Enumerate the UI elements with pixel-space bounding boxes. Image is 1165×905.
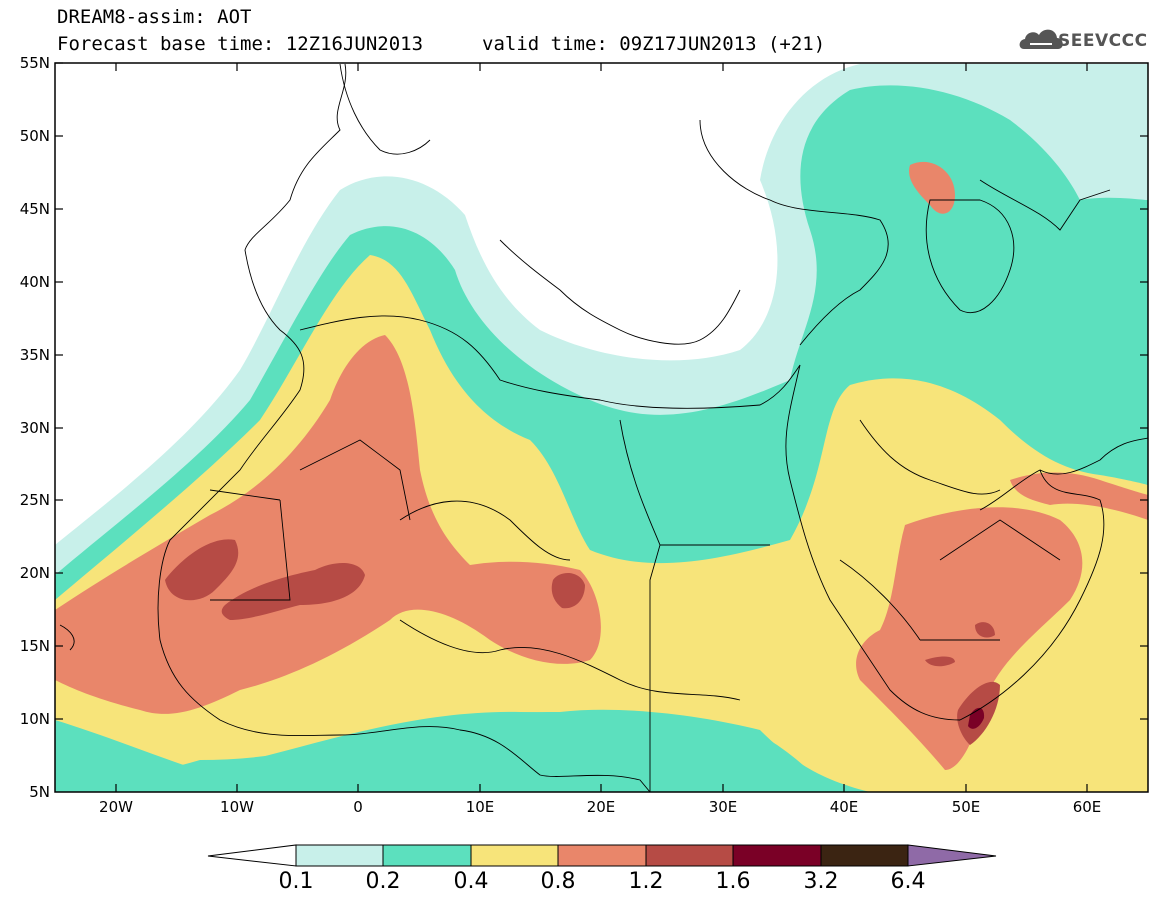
lat-label: 20N: [19, 564, 50, 582]
logo-text: SEEVCCC: [1058, 31, 1148, 51]
colorbar-box-0.2: [382, 844, 472, 867]
lat-label: 50N: [19, 127, 50, 145]
lat-label: 45N: [19, 200, 50, 218]
colorbar-label: 0.2: [365, 869, 401, 894]
lat-label: 5N: [29, 783, 50, 801]
colorbar-box-0.1: [295, 844, 384, 867]
colorbar-high-triangle: [907, 844, 997, 867]
colorbar-box-0.4: [470, 844, 559, 867]
map-title: DREAM8-assim: AOT: [57, 6, 252, 28]
cloud-icon: [1019, 29, 1063, 49]
colorbar-label: 0.4: [453, 869, 489, 894]
colorbar-label: 0.8: [540, 869, 576, 894]
aot-field: [55, 64, 1148, 792]
lon-label: 0: [353, 798, 363, 816]
forecast-base-time: Forecast base time: 12Z16JUN2013: [57, 33, 424, 55]
lat-label: 55N: [19, 54, 50, 72]
coastlines: [59, 63, 1148, 792]
colorbar-box-3.2: [820, 844, 909, 867]
lon-label: 10E: [465, 798, 495, 816]
lon-label: 20E: [586, 798, 616, 816]
colorbar-label: 1.6: [715, 869, 751, 894]
colorbar: [207, 844, 997, 867]
lon-label: 60E: [1072, 798, 1102, 816]
lon-label: 10W: [220, 798, 254, 816]
lon-label: 40E: [829, 798, 859, 816]
aot-band-0.8-east: [856, 472, 1148, 770]
lon-label: 50E: [951, 798, 981, 816]
lat-label: 25N: [19, 491, 50, 509]
aot-band-south: [55, 711, 830, 792]
lat-label: 15N: [19, 637, 50, 655]
lat-label: 10N: [19, 710, 50, 728]
colorbar-box-1.6: [732, 844, 822, 867]
lon-label: 20W: [99, 798, 133, 816]
colorbar-box-1.2: [645, 844, 734, 867]
colorbar-label: 0.1: [278, 869, 314, 894]
valid-time: valid time: 09Z17JUN2013 (+21): [482, 33, 826, 55]
lat-label: 40N: [19, 273, 50, 291]
lat-label: 35N: [19, 346, 50, 364]
colorbar-label: 3.2: [803, 869, 839, 894]
axis-ticks: [55, 62, 1148, 792]
lat-label: 30N: [19, 419, 50, 437]
colorbar-low-triangle: [207, 844, 297, 867]
colorbar-box-0.8: [557, 844, 647, 867]
colorbar-label: 6.4: [890, 869, 926, 894]
lon-label: 30E: [708, 798, 738, 816]
aot-band-0.8-caspian: [909, 161, 955, 214]
aot-band-0.8: [55, 335, 601, 714]
aot-band-1.2: [165, 539, 1000, 745]
colorbar-label: 1.2: [628, 869, 664, 894]
